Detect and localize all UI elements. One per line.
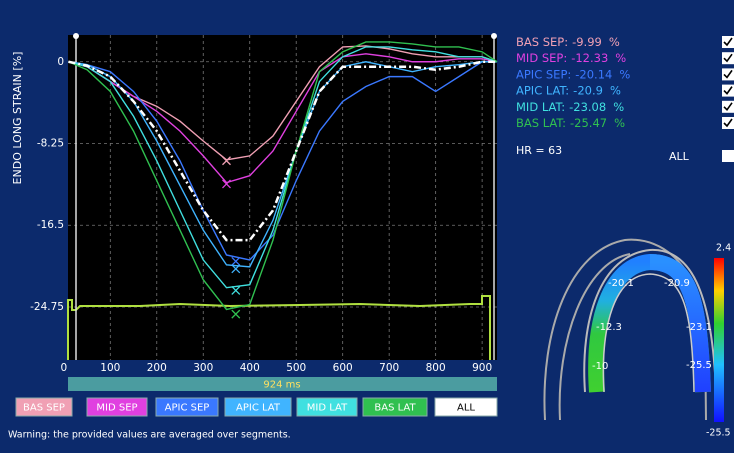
peak-unit: % <box>613 99 624 113</box>
peak-unit: % <box>614 116 625 130</box>
legend-name: MID SEP <box>516 51 563 65</box>
x-tick-label: 700 <box>379 362 399 374</box>
all-checkbox-label: ALL <box>669 150 690 163</box>
legend-separator: : <box>565 83 569 97</box>
all-button-label: ALL <box>457 403 475 414</box>
legend-separator: : <box>562 116 566 130</box>
y-tick-label: -16.5 <box>37 219 64 231</box>
segment-value: -12.3 <box>596 322 622 333</box>
peak-unit: % <box>615 51 626 65</box>
x-tick-label: 100 <box>100 362 120 374</box>
legend-separator: : <box>563 51 567 65</box>
segment-value: -10 <box>592 361 608 372</box>
x-tick-label: 300 <box>193 362 213 374</box>
warning: Warning: the provided values are average… <box>8 430 291 441</box>
series-checkbox[interactable] <box>722 52 734 64</box>
legend-name: BAS LAT <box>516 116 564 130</box>
series-checkbox[interactable] <box>722 85 734 97</box>
x-tick-label: 400 <box>240 362 260 374</box>
peak-value: -12.33 <box>571 51 608 65</box>
legend-separator: : <box>567 67 571 81</box>
series-checkbox[interactable] <box>722 36 734 48</box>
legend-name: BAS SEP <box>516 35 564 49</box>
strain-panel: ENDO LONG STRAIN [%] 924 ms BAS SEP: -9.9… <box>0 0 734 453</box>
hr-prefix: HR = <box>516 144 545 157</box>
peak-unit: % <box>609 35 620 49</box>
x-tick-label: 500 <box>286 362 306 374</box>
hr-label: HR = 63 <box>516 144 562 157</box>
peak-value: -9.99 <box>572 35 602 49</box>
y-tick-label: -8.25 <box>37 137 64 149</box>
series-button-label: APIC LAT <box>236 403 281 414</box>
x-tick-label: 200 <box>147 362 167 374</box>
series-checkbox[interactable] <box>722 101 734 113</box>
segment-value: -20.1 <box>608 278 634 289</box>
peak-value: -20.9 <box>573 83 603 97</box>
hr-value: 63 <box>548 144 562 157</box>
series-button-label: APIC SEP <box>165 403 210 414</box>
peak-value: -23.08 <box>569 99 606 113</box>
legend-separator: : <box>564 35 568 49</box>
legend-name: APIC SEP <box>516 67 567 81</box>
segment-value: -23.1 <box>686 322 712 333</box>
peak-unit: % <box>619 67 630 81</box>
series-checkbox[interactable] <box>722 117 734 129</box>
series-button-label: MID SEP <box>96 403 137 414</box>
x-tick-label: 800 <box>426 362 446 374</box>
x-tick-label: 900 <box>472 362 492 374</box>
marker-handle[interactable] <box>491 33 497 39</box>
series-button-label: BAS SEP <box>23 403 65 414</box>
legend-name: APIC LAT <box>516 83 568 97</box>
series-checkbox[interactable] <box>722 68 734 80</box>
x-tick-label: 600 <box>333 362 353 374</box>
peak-value: -25.47 <box>570 116 607 130</box>
all-checkbox[interactable] <box>722 150 734 162</box>
marker-handle[interactable] <box>73 33 79 39</box>
cycle-label: 924 ms <box>263 380 300 391</box>
segment-value: -25.5 <box>686 360 712 371</box>
y-tick-label: 0 <box>57 56 64 68</box>
y-axis-title: ENDO LONG STRAIN [%] <box>11 52 24 185</box>
series-button-label: BAS LAT <box>374 403 416 414</box>
legend-name: MID LAT <box>516 99 563 113</box>
peak-unit: % <box>610 83 621 97</box>
colorbar <box>714 258 724 422</box>
y-tick-label: -24.75 <box>30 301 64 313</box>
series-buttons: BAS SEP MID SEP APIC SEP APIC LAT MID LAT BAS… <box>16 398 497 416</box>
x-tick-label: 0 <box>60 362 67 374</box>
legend-separator: : <box>561 99 565 113</box>
series-button-label: MID LAT <box>307 403 348 414</box>
colorbar-min: -25.5 <box>706 428 731 439</box>
segment-value: -20.9 <box>664 278 690 289</box>
peak-value: -20.14 <box>575 67 612 81</box>
colorbar-max: 2.4 <box>716 243 731 254</box>
